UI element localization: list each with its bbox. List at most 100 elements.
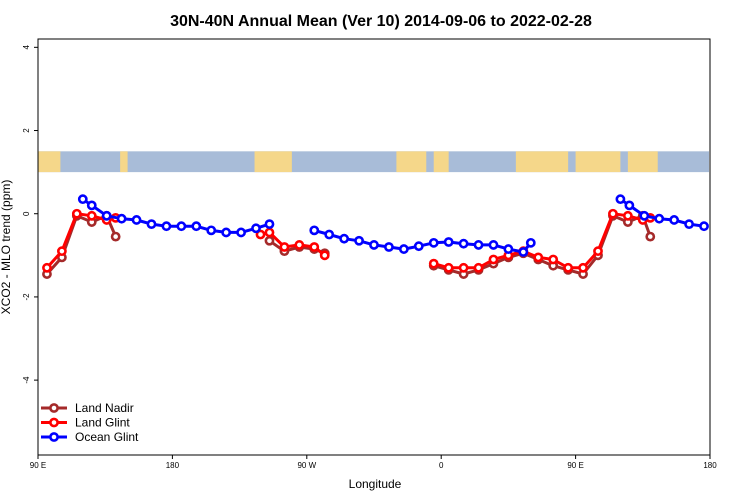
map-land [38, 151, 61, 173]
data-point [251, 223, 261, 234]
legend-label: Land Glint [75, 416, 130, 430]
y-tick-label: 0 [22, 211, 31, 216]
data-point [131, 215, 142, 225]
chart-title: 30N-40N Annual Mean (Ver 10) 2014-09-06 … [170, 13, 592, 30]
map-land [515, 151, 569, 173]
data-point [309, 225, 320, 236]
data-point [324, 229, 335, 240]
data-point [615, 194, 626, 205]
data-point [236, 227, 246, 238]
data-point [264, 235, 275, 246]
data-point [669, 215, 680, 225]
data-point [309, 242, 320, 252]
legend-marker [49, 403, 59, 413]
data-point [279, 242, 290, 252]
data-point [443, 262, 454, 273]
data-point [503, 244, 514, 254]
series-line [433, 212, 651, 270]
x-tick-label: 180 [166, 461, 180, 470]
data-point [548, 254, 559, 265]
data-point [176, 221, 187, 232]
data-point [488, 240, 499, 250]
data-point [533, 252, 544, 263]
data-point [71, 208, 82, 219]
legend-item: Ocean Glint [41, 430, 139, 444]
data-point [384, 242, 394, 252]
data-point [319, 250, 330, 261]
x-tick-label: 90 E [30, 461, 46, 470]
data-point [654, 213, 665, 224]
map-land [627, 151, 658, 173]
data-point [645, 231, 656, 242]
data-point [624, 200, 635, 211]
data-point [161, 221, 172, 232]
x-tick-label: 0 [439, 461, 444, 470]
plot-area [42, 194, 709, 279]
world-map-band [38, 151, 709, 173]
data-point [639, 210, 650, 221]
y-tick-label: 4 [22, 45, 31, 50]
data-point [473, 240, 484, 250]
data-point [563, 262, 574, 273]
data-point [398, 244, 409, 254]
data-point [622, 210, 633, 221]
data-point [413, 241, 424, 252]
map-land [575, 151, 621, 173]
legend-item: Land Nadir [41, 401, 134, 415]
data-point [77, 194, 88, 205]
data-point [110, 231, 121, 242]
data-point [116, 213, 127, 224]
data-point [488, 254, 499, 265]
x-tick-label: 90 E [567, 461, 583, 470]
data-point [86, 210, 97, 221]
x-tick-label: 90 W [297, 461, 316, 470]
data-point [101, 210, 112, 221]
data-point [86, 200, 97, 211]
x-tick-label: 180 [703, 461, 717, 470]
data-point [264, 227, 275, 238]
legend-label: Ocean Glint [75, 430, 139, 444]
data-point [42, 262, 52, 273]
data-point [518, 247, 529, 257]
y-axis: -4 -2 0 2 4 [22, 45, 38, 384]
data-point [458, 262, 469, 273]
data-point [221, 227, 232, 238]
x-axis-label: Longitude [349, 477, 402, 491]
map-land [433, 151, 449, 173]
y-tick-label: 2 [22, 128, 31, 133]
data-point [294, 240, 305, 250]
series-line [433, 214, 652, 276]
data-point [369, 240, 379, 250]
plot-frame [37, 38, 711, 456]
data-point [578, 262, 588, 273]
data-point [699, 221, 709, 232]
map-land [120, 151, 128, 173]
data-point [608, 208, 618, 219]
data-point [354, 235, 364, 246]
data-point [684, 219, 694, 230]
data-point [146, 219, 157, 230]
y-tick-label: -2 [22, 293, 31, 301]
data-point [593, 246, 603, 257]
map-land [254, 151, 292, 173]
x-axis: 90 E 180 90 W 0 90 E 180 [30, 455, 717, 470]
data-point [428, 258, 439, 269]
data-point [56, 246, 67, 257]
data-point [473, 262, 484, 273]
y-axis-label: XCO2 - MLO trend (ppm) [0, 180, 13, 315]
data-point [206, 225, 217, 236]
map-land [396, 151, 427, 173]
legend-marker [49, 417, 59, 428]
series-ocean-glint [77, 194, 709, 257]
data-point [255, 229, 266, 240]
data-point [428, 237, 439, 248]
legend-marker [49, 432, 59, 442]
data-point [264, 219, 275, 230]
legend-item: Land Glint [41, 416, 130, 430]
legend-label: Land Nadir [75, 401, 134, 415]
data-point [525, 237, 536, 248]
y-tick-label: -4 [22, 376, 31, 384]
data-point [458, 238, 469, 249]
